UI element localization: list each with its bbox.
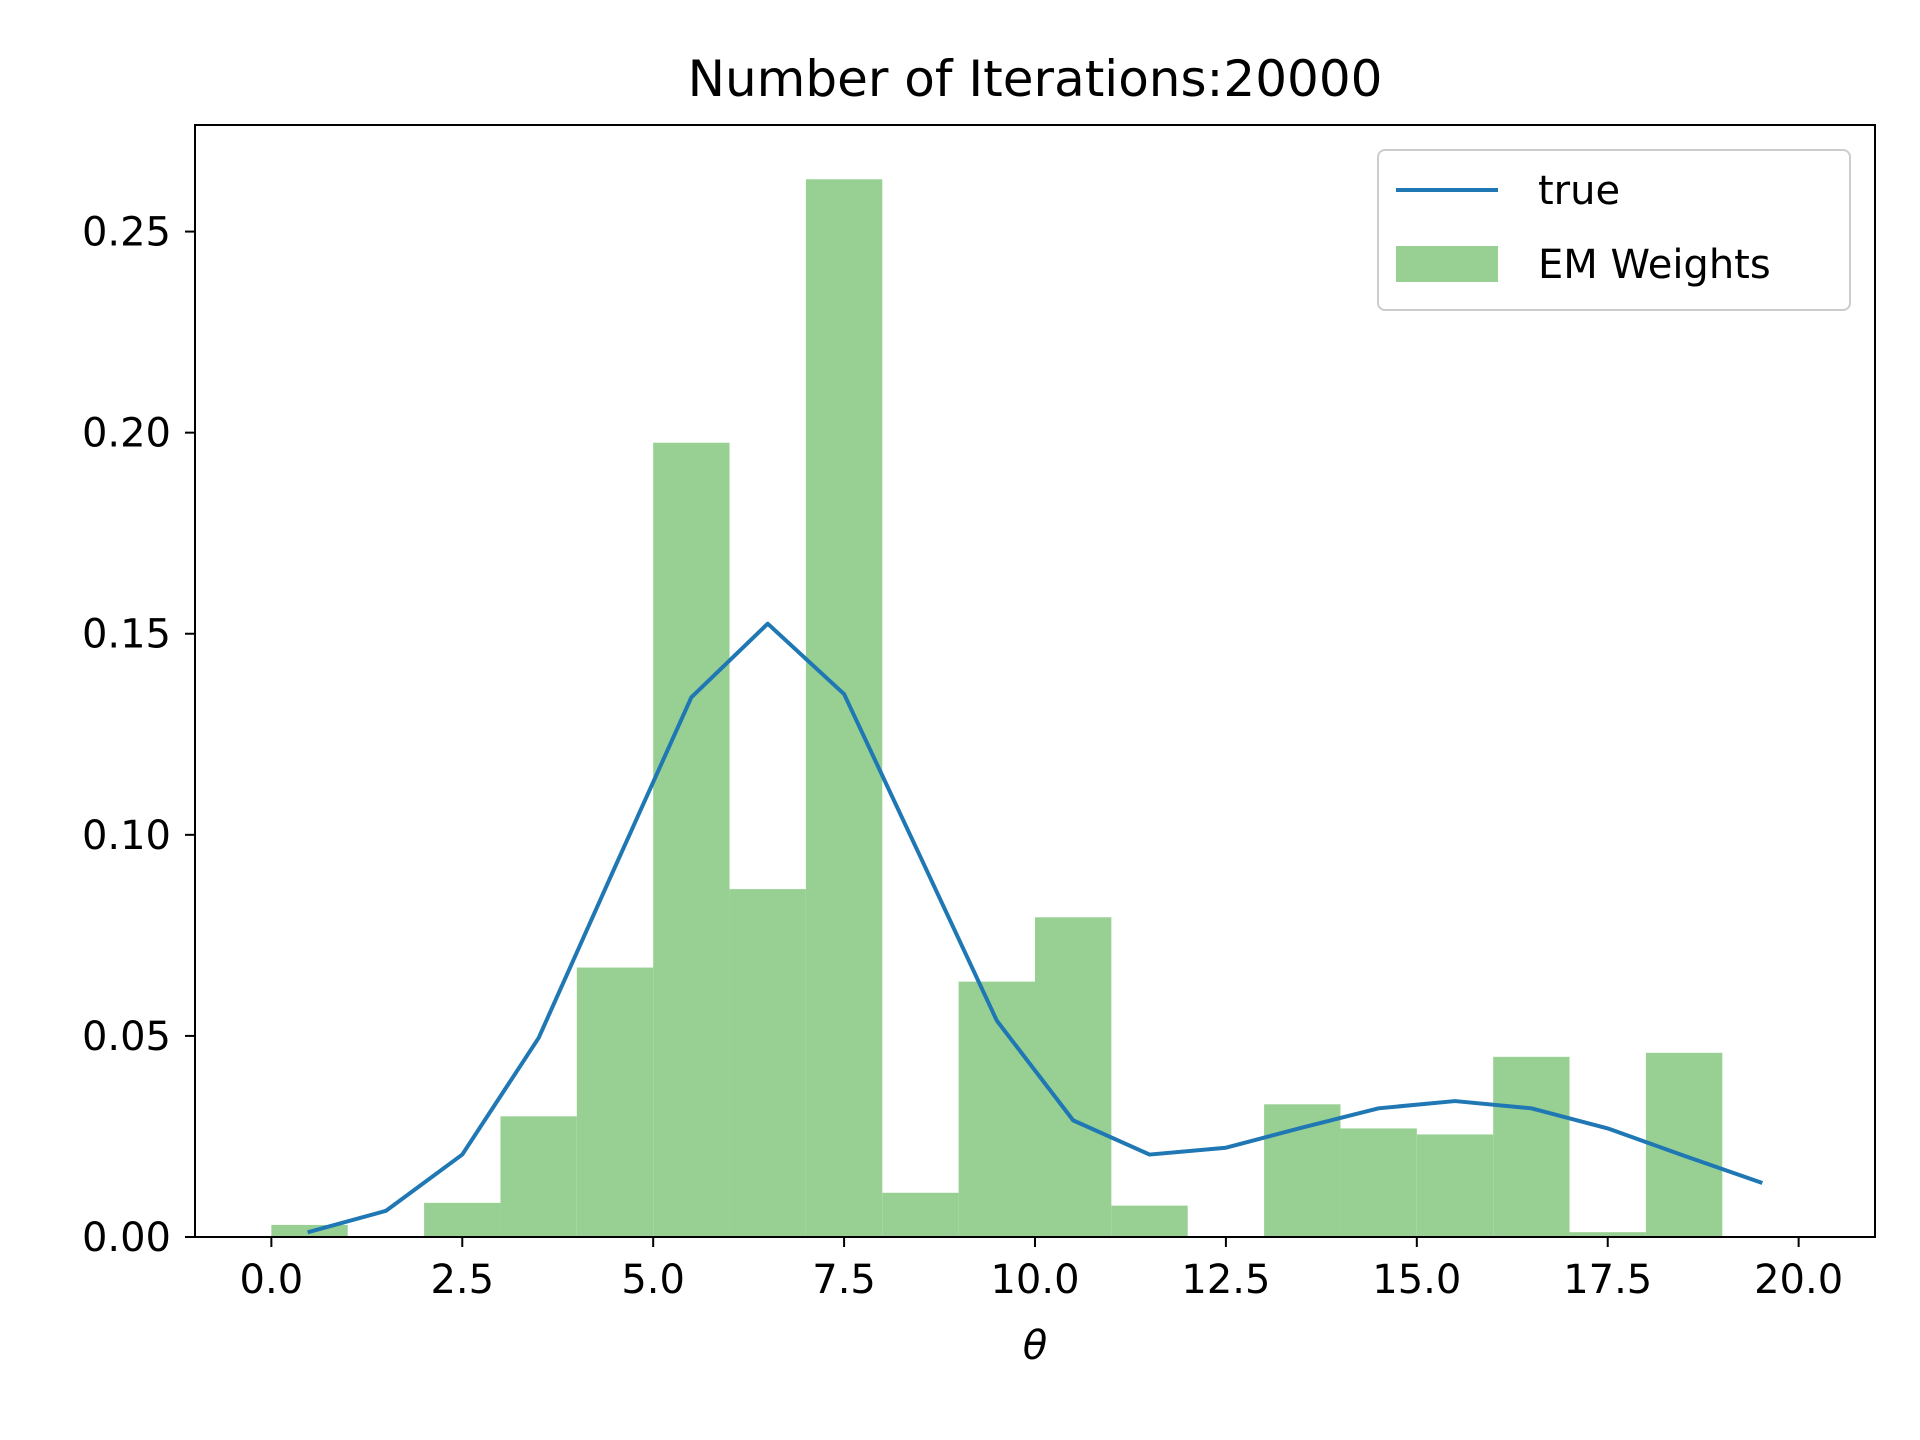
x-tick-label: 5.0 [621,1257,685,1303]
histogram-bar [1569,1232,1646,1237]
y-tick-label: 0.25 [82,210,171,256]
y-tick-label: 0.00 [82,1215,171,1261]
legend-bar-swatch [1396,246,1498,282]
histogram-bar [805,179,883,1237]
true-series-line [307,621,1763,1235]
x-tick-label: 12.5 [1181,1257,1270,1303]
legend: true EM Weights [1377,149,1851,311]
legend-label-true: true [1538,168,1620,214]
x-tick-label: 10.0 [990,1257,1079,1303]
y-tick-label: 0.05 [82,1014,171,1060]
x-tick-label: 15.0 [1372,1257,1461,1303]
histogram-bar [653,442,730,1237]
x-tick-label: 0.0 [240,1257,304,1303]
chart-title: Number of Iterations:20000 [688,50,1383,108]
histogram-bar [576,967,654,1237]
legend-label-em-weights: EM Weights [1538,242,1771,288]
histogram-bar [1035,917,1112,1237]
histogram-bar [1493,1056,1570,1237]
histogram-bar [729,889,806,1237]
histogram-bar [882,1192,959,1237]
histogram-bar [958,981,1035,1237]
histogram-bar [1340,1128,1417,1237]
y-tick-label: 0.15 [82,612,171,658]
x-tick-label: 2.5 [430,1257,494,1303]
x-tick-label: 7.5 [812,1257,876,1303]
plot-area [271,179,1763,1237]
histogram-bar [424,1202,501,1237]
x-tick-label: 17.5 [1563,1257,1652,1303]
histogram-bar [500,1116,577,1237]
x-tick-label: 20.0 [1754,1257,1843,1303]
y-tick-label: 0.20 [82,411,171,457]
axes: 0.0 2.5 5.0 7.5 10.0 12.5 15.0 17.5 20.0 0.00 0.05… [82,210,1843,1303]
y-tick-label: 0.10 [82,813,171,859]
histogram-bar [1111,1205,1188,1237]
x-axis-label: θ [1023,1323,1047,1369]
histogram-bar [1416,1134,1494,1237]
histogram-bar [1264,1104,1341,1237]
